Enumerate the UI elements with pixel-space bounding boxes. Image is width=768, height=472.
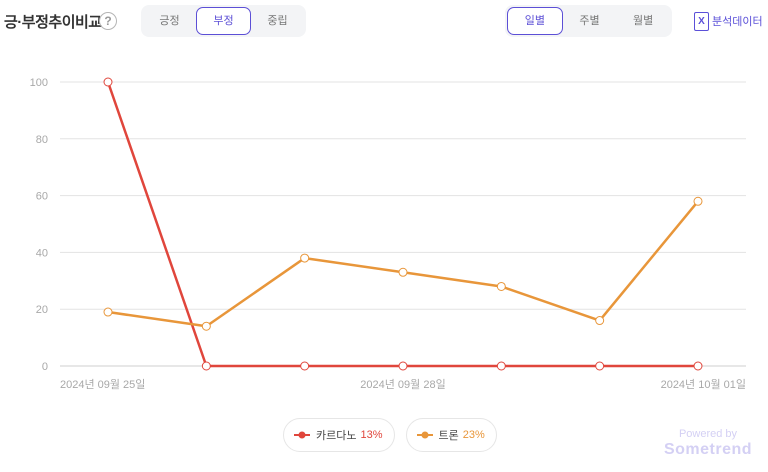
tab-monthly[interactable]: 월별	[633, 15, 654, 27]
data-point-0-4	[496, 361, 506, 371]
legend-label-tron: 트론	[438, 430, 459, 442]
excel-icon: X	[694, 11, 709, 31]
x-tick-label-6: 2024년 10월 01일	[661, 377, 746, 391]
page-title: 긍·부정추이비교	[4, 14, 102, 31]
legend-item-tron[interactable]: 트론 23%	[405, 418, 497, 452]
line-chart: 0 20 40 60 80 100 2024년 09월 25일 2024년 09월 28일 20…	[30, 77, 746, 391]
legend-marker-cardano-icon	[294, 431, 310, 439]
help-icon[interactable]: ?	[99, 12, 117, 30]
tab-neutral[interactable]: 중립	[267, 15, 288, 27]
export-data-button[interactable]: X 분석데이터	[694, 10, 763, 32]
data-point-0-5	[595, 361, 605, 371]
y-tick-label-20: 20	[36, 304, 48, 316]
legend-item-cardano[interactable]: 카르다노 13%	[283, 418, 395, 452]
data-point-1-0	[103, 307, 113, 317]
x-tick-label-0: 2024년 09월 25일	[60, 377, 145, 391]
data-point-0-0	[103, 77, 113, 87]
series-line-1	[107, 200, 699, 328]
y-tick-label-80: 80	[36, 134, 48, 146]
tab-daily[interactable]: 일별	[507, 7, 563, 35]
period-toggle: 일별 주별 월별	[505, 5, 672, 37]
data-point-1-4	[496, 281, 506, 291]
y-tick-label-40: 40	[36, 247, 48, 259]
data-point-0-3	[398, 361, 408, 371]
tab-weekly[interactable]: 주별	[579, 15, 600, 27]
data-point-0-1	[201, 361, 211, 371]
data-point-1-6	[693, 196, 703, 206]
data-point-0-2	[300, 361, 310, 371]
y-tick-label-0: 0	[42, 361, 48, 373]
legend-marker-tron-icon	[416, 431, 433, 439]
brand-logo: Sometrend	[663, 441, 753, 458]
y-tick-label-60: 60	[36, 191, 48, 203]
powered-by: Powered by Sometrend	[652, 428, 764, 459]
legend-percent-tron: 23%	[462, 429, 485, 441]
sentiment-toggle: 긍정 부정 중립	[141, 5, 306, 37]
data-point-1-1	[201, 321, 211, 331]
chart-header: 긍·부정추이비교 ? 긍정 부정 중립 일별 주별 월별 X 분석데이터	[0, 0, 768, 44]
data-point-1-2	[300, 253, 310, 263]
data-point-1-5	[595, 316, 605, 326]
chart-legend: 카르다노 13% 트론 23%	[283, 418, 497, 452]
x-tick-label-3: 2024년 09월 28일	[360, 377, 445, 391]
export-data-label: 분석데이터	[712, 16, 763, 28]
data-point-0-6	[693, 361, 703, 371]
series-line-0	[106, 81, 698, 368]
tab-negative[interactable]: 부정	[196, 7, 251, 35]
tab-positive[interactable]: 긍정	[159, 15, 180, 27]
y-tick-label-100: 100	[30, 77, 48, 89]
data-point-1-3	[398, 267, 408, 277]
legend-percent-cardano: 13%	[360, 429, 383, 441]
legend-label-cardano: 카르다노	[316, 430, 357, 442]
powered-by-text: Powered by	[678, 428, 738, 440]
